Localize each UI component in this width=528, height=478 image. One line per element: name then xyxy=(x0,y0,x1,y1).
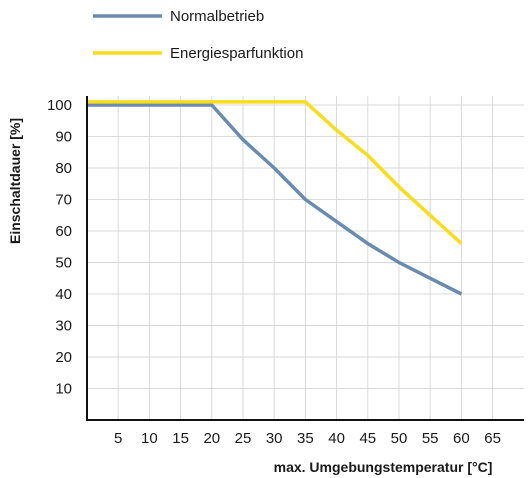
x-tick-label: 40 xyxy=(328,430,345,447)
y-tick-label: 30 xyxy=(55,318,72,335)
y-tick-label: 70 xyxy=(55,192,72,209)
x-tick-label: 45 xyxy=(359,430,376,447)
x-tick-label: 35 xyxy=(297,430,314,447)
y-tick-label: 80 xyxy=(55,160,72,177)
x-tick-label: 65 xyxy=(484,430,501,447)
y-axis-title: Einschaltdauer [%] xyxy=(7,118,23,244)
y-tick-label: 60 xyxy=(55,223,72,240)
x-tick-label: 15 xyxy=(172,430,189,447)
x-axis-title: max. Umgebungstemperatur [°C] xyxy=(274,459,493,475)
y-tick-label: 50 xyxy=(55,255,72,272)
axes xyxy=(86,96,524,421)
y-tick-label: 40 xyxy=(55,286,72,303)
grid xyxy=(87,96,524,420)
x-tick-label: 60 xyxy=(453,430,470,447)
x-tick-labels: 5 10 15 20 25 30 35 40 45 50 55 60 65 xyxy=(114,430,501,447)
x-tick-label: 5 xyxy=(114,430,122,447)
series-line-energiesparfunktion xyxy=(87,100,463,245)
series-line-normalbetrieb xyxy=(87,103,463,296)
legend-label-normalbetrieb: Normalbetrieb xyxy=(170,8,264,25)
y-tick-label: 90 xyxy=(55,129,72,146)
x-tick-label: 55 xyxy=(422,430,439,447)
x-tick-label: 50 xyxy=(391,430,408,447)
x-tick-label: 25 xyxy=(235,430,252,447)
x-tick-label: 20 xyxy=(203,430,220,447)
y-tick-labels: 10 20 30 40 50 60 70 80 90 100 xyxy=(47,97,72,398)
legend-label-energiesparfunktion: Energiesparfunktion xyxy=(170,45,303,62)
x-tick-label: 10 xyxy=(141,430,158,447)
x-tick-label: 30 xyxy=(266,430,283,447)
series-lines xyxy=(87,100,463,296)
legend: Normalbetrieb Energiesparfunktion xyxy=(93,8,303,62)
y-tick-label: 100 xyxy=(47,97,72,114)
y-tick-label: 20 xyxy=(55,349,72,366)
y-tick-label: 10 xyxy=(55,381,72,398)
